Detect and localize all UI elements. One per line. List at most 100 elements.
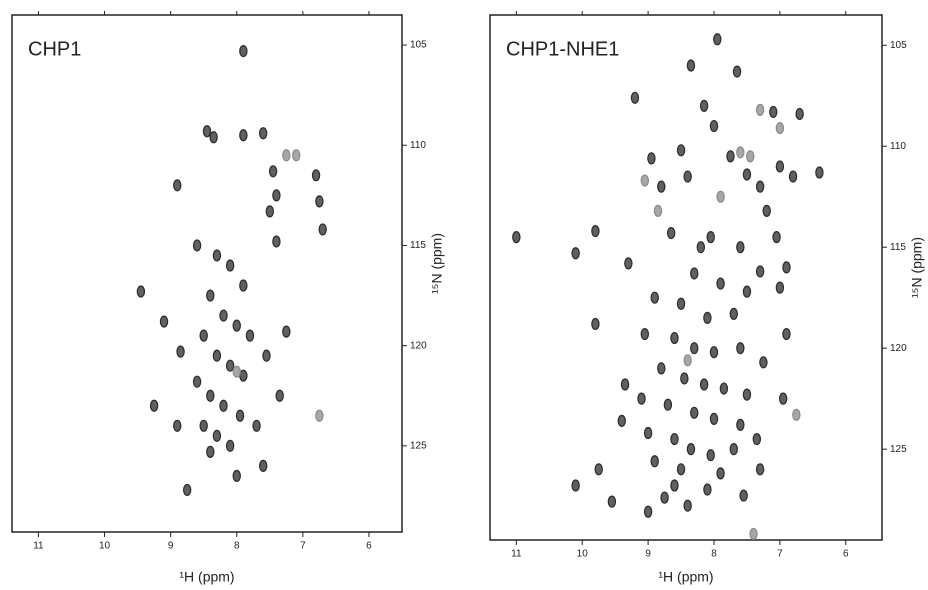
peak [742, 285, 752, 298]
peak [262, 349, 271, 362]
y-tick-label: 125 [890, 444, 907, 455]
peak [699, 378, 709, 391]
peak [232, 319, 241, 332]
peak [726, 150, 735, 163]
peak [690, 406, 699, 419]
peak [690, 267, 699, 280]
peak [739, 489, 748, 502]
peak [752, 432, 762, 446]
peak [775, 160, 785, 173]
peak [792, 408, 801, 421]
peak [225, 439, 235, 452]
peak [159, 315, 169, 328]
peak [258, 459, 268, 472]
y-tick-label: 110 [410, 140, 426, 151]
peak [272, 189, 281, 202]
peak [709, 119, 719, 133]
peak [815, 166, 824, 179]
peak [282, 325, 291, 338]
peak [755, 103, 765, 117]
peak [683, 170, 692, 183]
peak [202, 125, 212, 138]
peak [686, 59, 696, 72]
peak [782, 327, 791, 341]
peak [265, 205, 274, 218]
peak [729, 307, 738, 320]
peak [683, 499, 692, 512]
y-tick-label: 110 [890, 141, 906, 152]
y-tick-label: 125 [410, 440, 427, 451]
peak [676, 144, 686, 157]
peak [219, 309, 228, 322]
peak [292, 149, 301, 162]
peak [173, 419, 182, 432]
peak [775, 121, 785, 135]
peak [755, 180, 765, 193]
peak [149, 399, 159, 412]
peak [676, 297, 686, 310]
peak [591, 317, 600, 331]
peak [736, 241, 745, 254]
peak [252, 419, 261, 432]
peak [746, 150, 755, 163]
peak [212, 249, 222, 262]
x-tick-label: 10 [99, 541, 111, 552]
peak [245, 329, 255, 342]
peak [206, 389, 215, 402]
peak [670, 432, 679, 446]
peak [742, 388, 752, 401]
peak [571, 479, 580, 492]
peak [225, 359, 235, 372]
x-tick-label: 6 [366, 541, 372, 552]
peak [736, 418, 745, 432]
plot-frame [489, 14, 883, 541]
x-axis-label: ¹H (ppm) [658, 569, 713, 585]
peak [653, 204, 663, 217]
y-tick-label: 120 [410, 340, 427, 351]
panel-title: CHP1-NHE1 [506, 38, 619, 60]
peak [657, 180, 666, 193]
peak [709, 346, 719, 359]
peak [212, 429, 222, 442]
peak [676, 463, 686, 476]
y-tick-label: 105 [890, 40, 907, 51]
peak [620, 378, 630, 391]
peak [709, 412, 719, 425]
peak [643, 426, 653, 440]
peak [219, 399, 228, 412]
x-tick-label: 8 [711, 549, 717, 560]
peak [782, 261, 791, 274]
peak [755, 463, 765, 476]
peak [571, 247, 580, 260]
peak [192, 375, 202, 388]
peak [699, 99, 709, 112]
peak [778, 392, 788, 405]
peak [716, 467, 725, 480]
peak [755, 265, 765, 278]
x-tick-label: 7 [777, 549, 783, 560]
y-axis-label: ¹⁵N (ppm) [909, 237, 925, 298]
peak [706, 449, 715, 462]
peak [640, 174, 650, 187]
peak [736, 146, 745, 159]
y-tick-label: 105 [410, 40, 427, 51]
peak [199, 329, 208, 342]
peak [239, 129, 248, 142]
panel-title: CHP1 [28, 38, 81, 60]
peak [239, 279, 248, 292]
peak [192, 239, 202, 252]
peak [716, 277, 725, 290]
peak [670, 479, 679, 492]
peak [759, 356, 768, 369]
peak [666, 226, 676, 240]
peak [624, 257, 633, 270]
peak [690, 342, 699, 355]
peak [788, 170, 798, 183]
peak [212, 349, 222, 362]
peak [225, 259, 235, 272]
y-tick-label: 115 [890, 242, 906, 253]
peak [660, 491, 669, 504]
x-tick-label: 11 [33, 541, 44, 552]
peak [706, 231, 715, 244]
peak [795, 107, 804, 121]
